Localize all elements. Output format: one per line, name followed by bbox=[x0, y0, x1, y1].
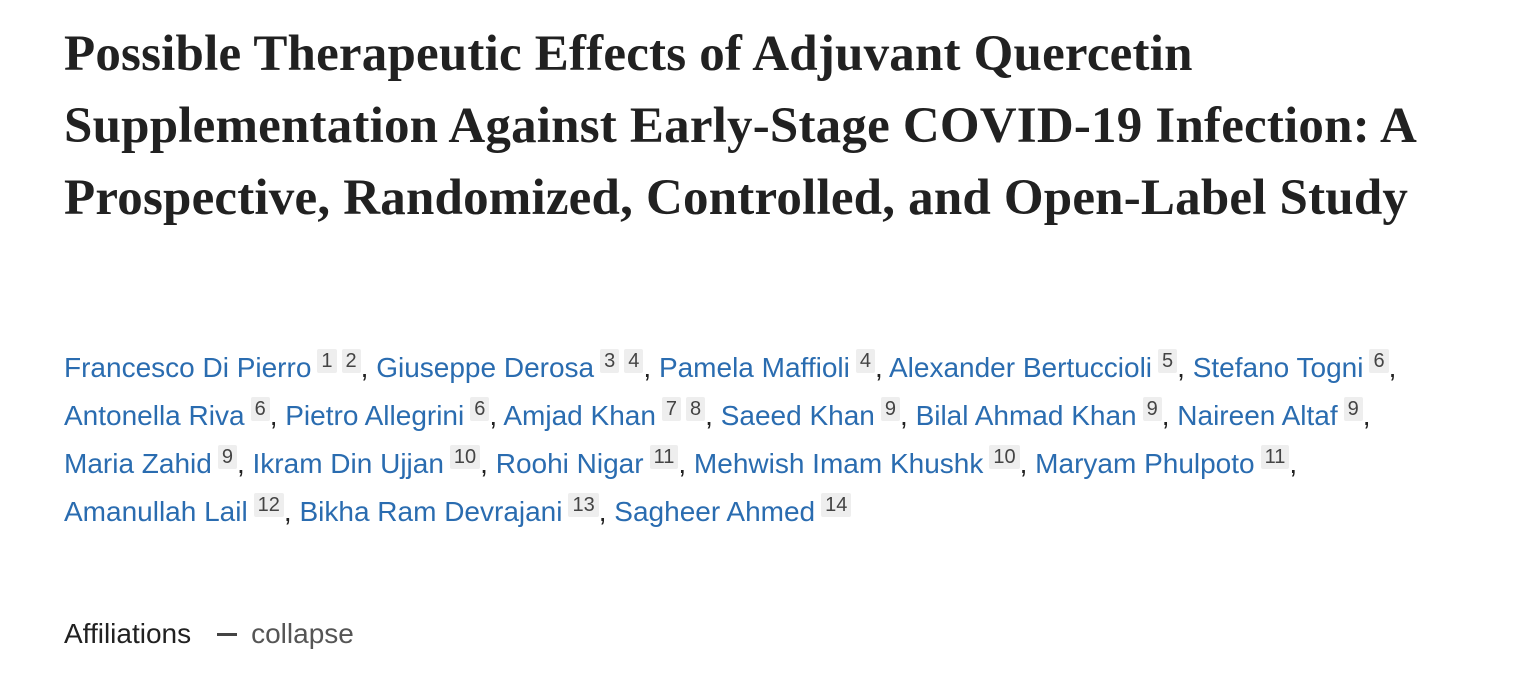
author-name[interactable]: Antonella Riva bbox=[64, 400, 245, 431]
affiliation-number[interactable]: 10 bbox=[989, 445, 1020, 469]
separator: , bbox=[598, 496, 607, 527]
separator: , bbox=[1161, 400, 1170, 431]
author: Giuseppe Derosa 3 4, bbox=[376, 349, 652, 383]
affiliation-number[interactable]: 2 bbox=[341, 349, 361, 373]
author: Mehwish Imam Khushk 10, bbox=[693, 445, 1028, 479]
separator: , bbox=[360, 352, 369, 383]
author: Francesco Di Pierro 1 2, bbox=[64, 349, 369, 383]
affiliation-number[interactable]: 11 bbox=[1260, 445, 1290, 469]
author-name[interactable]: Naireen Altaf bbox=[1177, 400, 1338, 431]
affiliation-number[interactable]: 13 bbox=[568, 493, 599, 517]
author: Amanullah Lail 12, bbox=[64, 493, 292, 527]
author-name[interactable]: Maryam Phulpoto bbox=[1035, 448, 1255, 479]
affiliation-number[interactable]: 4 bbox=[855, 349, 875, 373]
separator: , bbox=[283, 496, 292, 527]
author: Stefano Togni 6, bbox=[1192, 349, 1397, 383]
author-name[interactable]: Francesco Di Pierro bbox=[64, 352, 312, 383]
affiliation-number[interactable]: 4 bbox=[624, 349, 644, 373]
separator: , bbox=[900, 400, 908, 431]
separator: , bbox=[1289, 448, 1298, 479]
author-name[interactable]: Bikha Ram Devrajani bbox=[299, 496, 563, 527]
separator: , bbox=[480, 448, 488, 479]
separator: , bbox=[1019, 448, 1028, 479]
separator: , bbox=[236, 448, 245, 479]
affiliations-label: Affiliations bbox=[64, 618, 192, 649]
author-name[interactable]: Maria Zahid bbox=[64, 448, 212, 479]
separator: , bbox=[705, 400, 713, 431]
author: Bilal Ahmad Khan 9, bbox=[915, 397, 1170, 431]
collapse-link[interactable]: collapse bbox=[251, 618, 354, 649]
affiliation-number[interactable]: 12 bbox=[253, 493, 284, 517]
author: Ikram Din Ujjan 10, bbox=[252, 445, 488, 479]
affiliation-number[interactable]: 5 bbox=[1158, 349, 1178, 373]
author-name[interactable]: Ikram Din Ujjan bbox=[252, 448, 444, 479]
affiliation-number[interactable]: 6 bbox=[250, 397, 270, 421]
affiliation-number[interactable]: 6 bbox=[470, 397, 490, 421]
affiliation-number[interactable]: 6 bbox=[1369, 349, 1389, 373]
author-name[interactable]: Mehwish Imam Khushk bbox=[693, 448, 984, 479]
affiliation-number[interactable]: 8 bbox=[686, 397, 706, 421]
separator: , bbox=[269, 400, 278, 431]
affiliation-number[interactable]: 9 bbox=[1142, 397, 1162, 421]
affiliation-number[interactable]: 9 bbox=[1343, 397, 1363, 421]
dash-icon bbox=[217, 632, 238, 636]
separator: , bbox=[874, 352, 883, 383]
author-name[interactable]: Roohi Nigar bbox=[495, 448, 644, 479]
author: Maryam Phulpoto 11, bbox=[1035, 445, 1298, 479]
author: Maria Zahid 9, bbox=[64, 445, 245, 479]
author-name[interactable]: Giuseppe Derosa bbox=[376, 352, 595, 383]
author: Antonella Riva 6, bbox=[64, 397, 278, 431]
affiliation-number[interactable]: 14 bbox=[821, 493, 852, 517]
separator: , bbox=[678, 448, 687, 479]
affiliation-number[interactable]: 9 bbox=[880, 397, 900, 421]
author: Bikha Ram Devrajani 13, bbox=[299, 493, 607, 527]
author: Amjad Khan 7 8, bbox=[503, 397, 713, 431]
author-name[interactable]: Pamela Maffioli bbox=[658, 352, 850, 383]
author-name[interactable]: Sagheer Ahmed bbox=[614, 496, 816, 527]
separator: , bbox=[1362, 400, 1371, 431]
affiliation-number[interactable]: 10 bbox=[449, 445, 481, 469]
author: Pamela Maffioli 4, bbox=[658, 349, 883, 383]
author: Saeed Khan 9, bbox=[720, 397, 908, 431]
author-name[interactable]: Amanullah Lail bbox=[64, 496, 248, 527]
author-name[interactable]: Amjad Khan bbox=[503, 400, 656, 431]
author-name[interactable]: Stefano Togni bbox=[1192, 352, 1364, 383]
author: Naireen Altaf 9, bbox=[1177, 397, 1371, 431]
separator: , bbox=[1177, 352, 1185, 383]
author: Roohi Nigar 11, bbox=[495, 445, 687, 479]
affiliation-number[interactable]: 1 bbox=[317, 349, 337, 373]
author: Pietro Allegrini 6, bbox=[285, 397, 498, 431]
author-list: Francesco Di Pierro 1 2, Giuseppe Derosa 3 4… bbox=[64, 344, 1464, 536]
author-name[interactable]: Alexander Bertuccioli bbox=[888, 352, 1153, 383]
author: Alexander Bertuccioli 5, bbox=[888, 349, 1185, 383]
author-name[interactable]: Saeed Khan bbox=[720, 400, 875, 431]
affiliation-number[interactable]: 7 bbox=[661, 397, 682, 421]
author-name[interactable]: Pietro Allegrini bbox=[285, 400, 465, 431]
affiliation-number[interactable]: 9 bbox=[217, 445, 237, 469]
separator: , bbox=[1388, 352, 1397, 383]
author-name[interactable]: Bilal Ahmad Khan bbox=[915, 400, 1137, 431]
author: Sagheer Ahmed 14 bbox=[614, 493, 852, 527]
affiliation-number[interactable]: 3 bbox=[600, 349, 620, 373]
separator: , bbox=[643, 352, 652, 383]
article-title: Possible Therapeutic Effects of Adjuvant… bbox=[64, 26, 1415, 226]
separator: , bbox=[489, 400, 498, 431]
affiliations-toggle: Affiliations collapse bbox=[64, 614, 354, 654]
affiliation-number[interactable]: 11 bbox=[649, 445, 679, 469]
